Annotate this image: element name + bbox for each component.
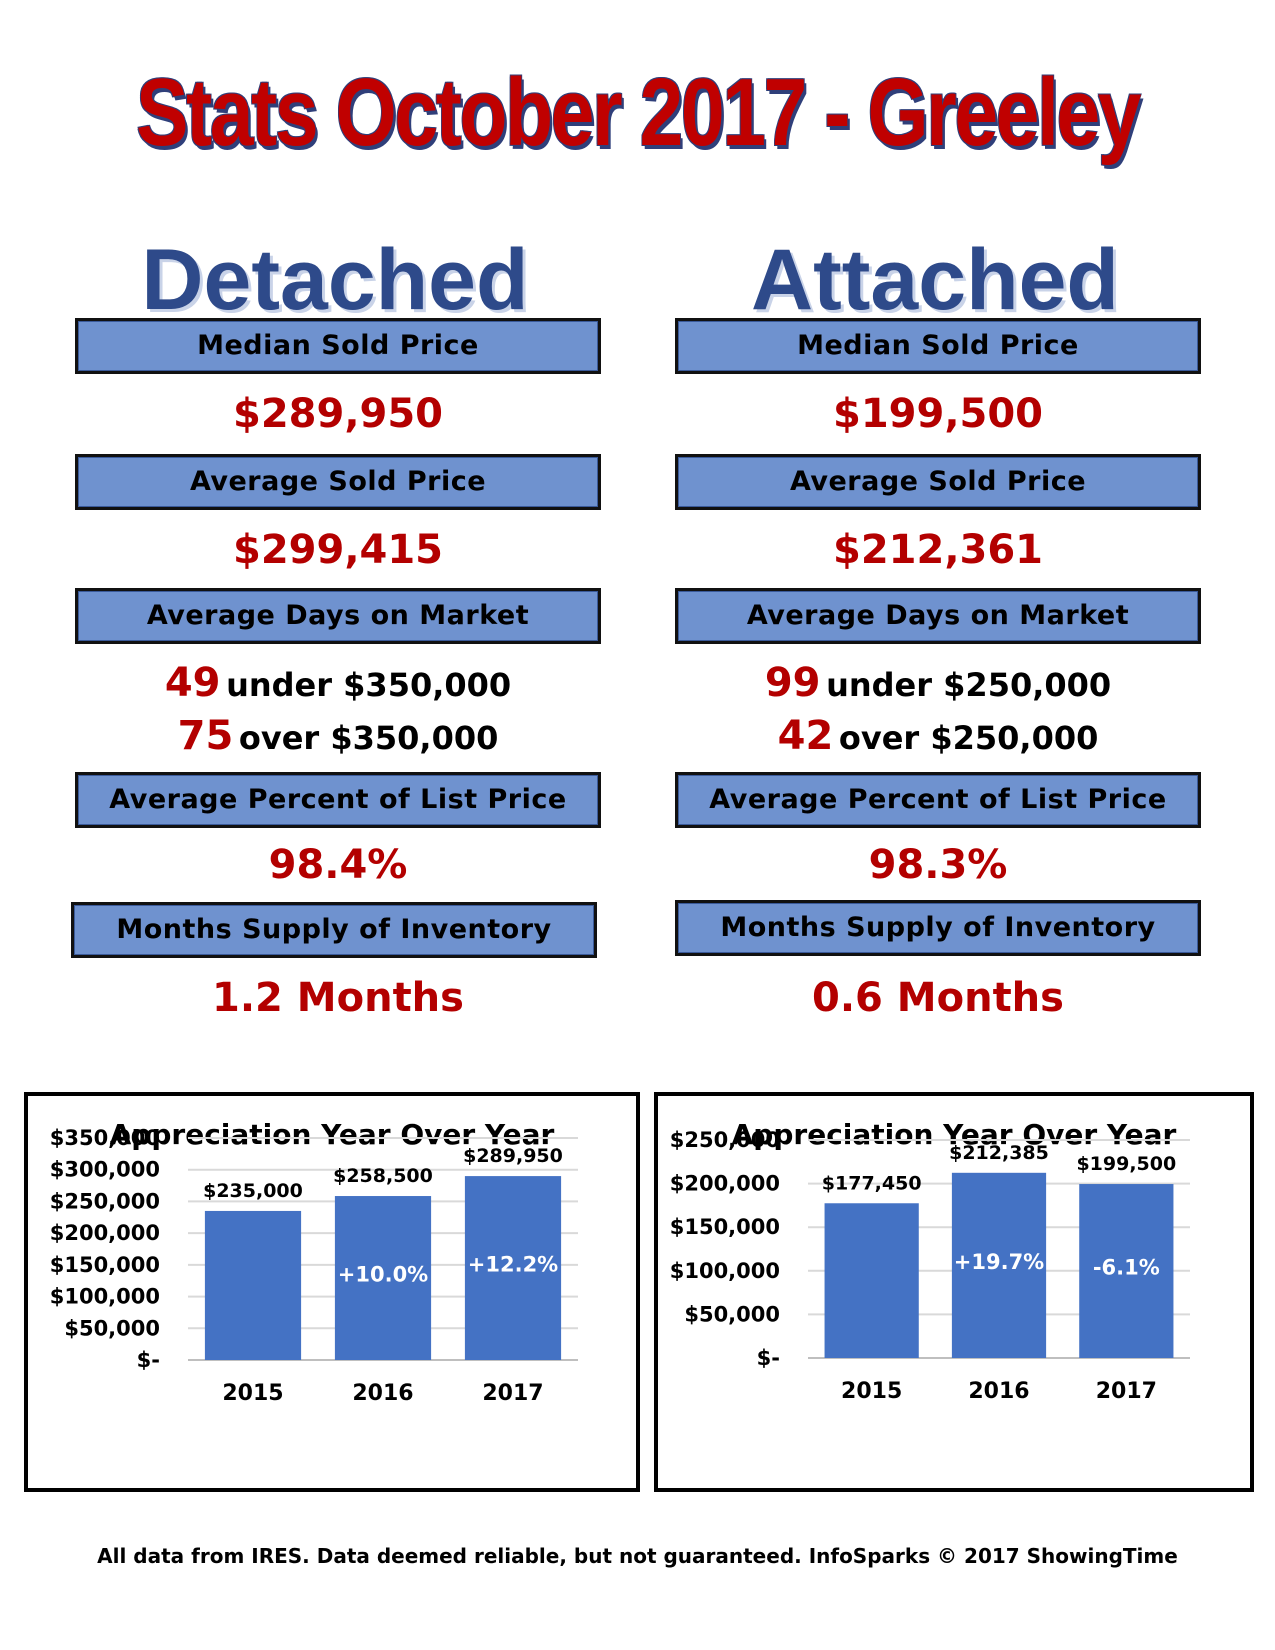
y-tick-label: $200,000 bbox=[670, 1172, 780, 1196]
chart-title: Appreciation Year Over Year bbox=[109, 1118, 555, 1151]
y-tick-label: $200,000 bbox=[50, 1221, 160, 1245]
dom-over-text: over $350,000 bbox=[238, 719, 499, 757]
dom-under-line: 49 under $350,000 bbox=[65, 658, 611, 716]
x-tick-label: 2016 bbox=[968, 1379, 1029, 1404]
y-tick-label: $150,000 bbox=[670, 1215, 780, 1239]
y-tick-label: $250,000 bbox=[670, 1128, 780, 1152]
dom-over-text: over $250,000 bbox=[838, 719, 1099, 757]
chart-svg: $- $50,000 $100,000 $150,000 $200,000 $250,00… bbox=[670, 1128, 1190, 1404]
bar bbox=[824, 1203, 919, 1358]
dom-under-text: under $350,000 bbox=[226, 666, 512, 704]
page-title: Stats October 2017 - Greeley bbox=[135, 59, 1142, 166]
dom-under-line: 99 under $250,000 bbox=[665, 658, 1211, 716]
supply-value: 0.6 Months bbox=[812, 975, 1064, 1021]
y-tick-label: $100,000 bbox=[50, 1285, 160, 1309]
y-tick-label: $150,000 bbox=[50, 1253, 160, 1277]
attached-column: Attached Median Sold Price $199,500 Aver… bbox=[665, 0, 1225, 1080]
detached-column: Detached Median Sold Price $289,950 Aver… bbox=[65, 0, 625, 1080]
detached-heading: Detached bbox=[141, 232, 529, 328]
chart-title: Appreciation Year Over Year bbox=[731, 1118, 1177, 1151]
dom-under-days: 49 bbox=[164, 660, 221, 706]
bar-change-label: -6.1% bbox=[1093, 1255, 1160, 1279]
bar-change-label: +19.7% bbox=[954, 1250, 1044, 1274]
pct-value: 98.4% bbox=[268, 842, 408, 888]
average-value: $212,361 bbox=[832, 527, 1044, 573]
x-tick-label: 2017 bbox=[482, 1381, 543, 1406]
bar-value-label: $258,500 bbox=[333, 1165, 433, 1187]
attached-heading: Attached bbox=[751, 232, 1119, 328]
bar-change-label: +10.0% bbox=[338, 1262, 428, 1286]
bar-change-label: +12.2% bbox=[468, 1253, 558, 1277]
y-tick-label: $- bbox=[757, 1346, 780, 1370]
dom-label-box: Average Days on Market bbox=[75, 588, 601, 644]
median-value: $199,500 bbox=[832, 391, 1044, 437]
bar-value-label: $177,450 bbox=[822, 1172, 922, 1194]
y-tick-label: $350,000 bbox=[50, 1126, 160, 1150]
x-tick-label: 2016 bbox=[352, 1381, 413, 1406]
x-tick-label: 2015 bbox=[841, 1379, 902, 1404]
y-tick-label: $50,000 bbox=[64, 1316, 160, 1340]
bar-value-label: $212,385 bbox=[949, 1142, 1049, 1164]
pct-label-box: Average Percent of List Price bbox=[75, 772, 601, 828]
dom-under-days: 99 bbox=[764, 660, 821, 706]
y-tick-label: $50,000 bbox=[684, 1302, 780, 1326]
supply-label-box: Months Supply of Inventory bbox=[675, 900, 1201, 956]
y-tick-label: $- bbox=[137, 1348, 160, 1372]
pct-value: 98.3% bbox=[868, 842, 1008, 888]
supply-value: 1.2 Months bbox=[212, 975, 464, 1021]
dom-under-text: under $250,000 bbox=[826, 666, 1112, 704]
bar bbox=[951, 1172, 1047, 1358]
median-label-box: Median Sold Price bbox=[675, 318, 1201, 374]
x-tick-label: 2017 bbox=[1096, 1379, 1157, 1404]
median-value: $289,950 bbox=[232, 391, 444, 437]
footer-disclaimer: All data from IRES. Data deemed reliable… bbox=[97, 1544, 1178, 1568]
bar bbox=[204, 1210, 302, 1360]
detached-appreciation-chart: Appreciation Year Over Year $- $50,000 $10… bbox=[24, 1092, 640, 1492]
chart-svg: $- $50,000 $100,000 $150,000 $200,000 $250,00… bbox=[50, 1126, 578, 1406]
bar bbox=[334, 1196, 432, 1360]
average-label-box: Average Sold Price bbox=[675, 454, 1201, 510]
bar-value-label: $289,950 bbox=[463, 1145, 563, 1167]
x-tick-label: 2015 bbox=[222, 1381, 283, 1406]
attached-appreciation-chart: Appreciation Year Over Year $- $50,000 $10… bbox=[654, 1092, 1254, 1492]
dom-over-line: 42 over $250,000 bbox=[665, 711, 1211, 769]
bar bbox=[1079, 1184, 1174, 1358]
dom-over-days: 75 bbox=[177, 713, 234, 759]
bar bbox=[464, 1176, 562, 1360]
bar-value-label: $199,500 bbox=[1076, 1153, 1176, 1175]
pct-label-box: Average Percent of List Price bbox=[675, 772, 1201, 828]
dom-label-box: Average Days on Market bbox=[675, 588, 1201, 644]
average-value: $299,415 bbox=[232, 527, 444, 573]
bar-value-label: $235,000 bbox=[203, 1180, 303, 1202]
supply-label-box: Months Supply of Inventory bbox=[71, 902, 597, 958]
average-label-box: Average Sold Price bbox=[75, 454, 601, 510]
dom-over-days: 42 bbox=[777, 713, 834, 759]
median-label-box: Median Sold Price bbox=[75, 318, 601, 374]
y-tick-label: $100,000 bbox=[670, 1259, 780, 1283]
y-tick-label: $250,000 bbox=[50, 1189, 160, 1213]
y-tick-label: $300,000 bbox=[50, 1158, 160, 1182]
dom-over-line: 75 over $350,000 bbox=[65, 711, 611, 769]
